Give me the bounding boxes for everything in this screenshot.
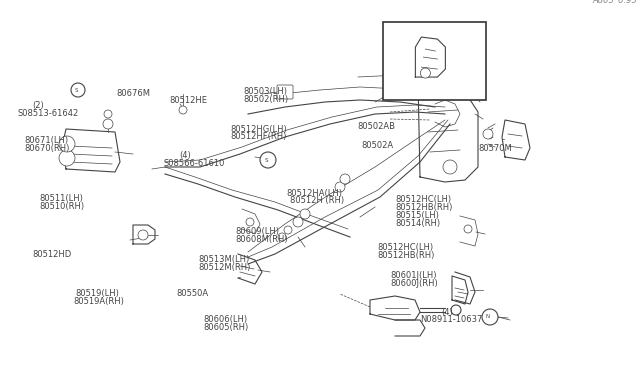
Circle shape	[293, 217, 303, 227]
Circle shape	[300, 209, 310, 219]
Circle shape	[278, 233, 286, 241]
Text: N08911-10637: N08911-10637	[420, 315, 482, 324]
Text: 80512HB(RH): 80512HB(RH)	[396, 203, 453, 212]
Text: 80512HA(LH): 80512HA(LH)	[287, 189, 343, 198]
Text: 80513M(LH): 80513M(LH)	[198, 255, 250, 264]
Text: 80676M: 80676M	[116, 89, 150, 98]
Text: 80512H (RH): 80512H (RH)	[290, 196, 344, 205]
Text: 80550N(RH): 80550N(RH)	[415, 39, 470, 48]
Text: 80512HC(LH): 80512HC(LH)	[378, 243, 434, 252]
Text: (2): (2)	[32, 101, 44, 110]
Text: 80550A: 80550A	[176, 289, 208, 298]
Text: 80514(RH): 80514(RH)	[396, 219, 441, 228]
Text: 80510(RH): 80510(RH)	[40, 202, 85, 211]
Circle shape	[260, 152, 276, 168]
Circle shape	[104, 110, 112, 118]
Text: 80512HG(LH): 80512HG(LH)	[230, 125, 287, 134]
Text: 80519(LH): 80519(LH)	[75, 289, 119, 298]
Text: S: S	[74, 87, 77, 93]
FancyBboxPatch shape	[277, 85, 293, 99]
Circle shape	[179, 106, 187, 114]
Text: 80502AB: 80502AB	[357, 122, 395, 131]
Text: 80608M(RH): 80608M(RH)	[235, 235, 287, 244]
Circle shape	[420, 68, 430, 78]
Circle shape	[443, 160, 457, 174]
Circle shape	[138, 230, 148, 240]
Text: S08566-61610: S08566-61610	[163, 159, 225, 168]
Circle shape	[279, 86, 291, 98]
Text: 80512HC(LH): 80512HC(LH)	[396, 195, 452, 204]
Text: 80606(LH): 80606(LH)	[204, 315, 248, 324]
Circle shape	[482, 309, 498, 325]
Circle shape	[71, 83, 85, 97]
Text: N: N	[486, 314, 490, 320]
Bar	[383, 22, 486, 100]
Text: 80605(RH): 80605(RH)	[204, 323, 249, 332]
Text: 80570M: 80570M	[479, 144, 513, 153]
Text: 80512HB(RH): 80512HB(RH)	[378, 251, 435, 260]
Text: 80609(LH): 80609(LH)	[235, 227, 279, 236]
Text: 80671(LH): 80671(LH)	[24, 137, 68, 145]
Text: 80512HF(RH): 80512HF(RH)	[230, 132, 287, 141]
Text: 80512HE: 80512HE	[170, 96, 207, 105]
Circle shape	[59, 150, 75, 166]
Text: 80515(LH): 80515(LH)	[396, 211, 440, 220]
Text: 80600J(RH): 80600J(RH)	[390, 279, 438, 288]
Circle shape	[103, 119, 113, 129]
Circle shape	[340, 174, 350, 184]
Text: 80512HD: 80512HD	[32, 250, 71, 259]
Text: 80511(LH): 80511(LH)	[40, 194, 84, 203]
Text: 80601J(LH): 80601J(LH)	[390, 271, 437, 280]
Text: 80502(RH): 80502(RH)	[243, 95, 289, 104]
Text: 80502A: 80502A	[362, 141, 394, 150]
Circle shape	[483, 129, 493, 139]
Text: 80519A(RH): 80519A(RH)	[74, 297, 124, 306]
Text: (4): (4)	[179, 151, 191, 160]
Text: 80670(RH): 80670(RH)	[24, 144, 70, 153]
Text: (4): (4)	[442, 308, 453, 317]
Text: A805*0.95: A805*0.95	[592, 0, 637, 5]
Circle shape	[284, 226, 292, 234]
Text: S08513-61642: S08513-61642	[18, 109, 79, 118]
Text: S: S	[264, 157, 268, 163]
Circle shape	[451, 305, 461, 315]
Circle shape	[59, 136, 75, 152]
Circle shape	[335, 182, 345, 192]
Circle shape	[464, 225, 472, 233]
Circle shape	[246, 218, 254, 226]
Text: 80503(LH): 80503(LH)	[243, 87, 287, 96]
Text: 80512M(RH): 80512M(RH)	[198, 263, 251, 272]
